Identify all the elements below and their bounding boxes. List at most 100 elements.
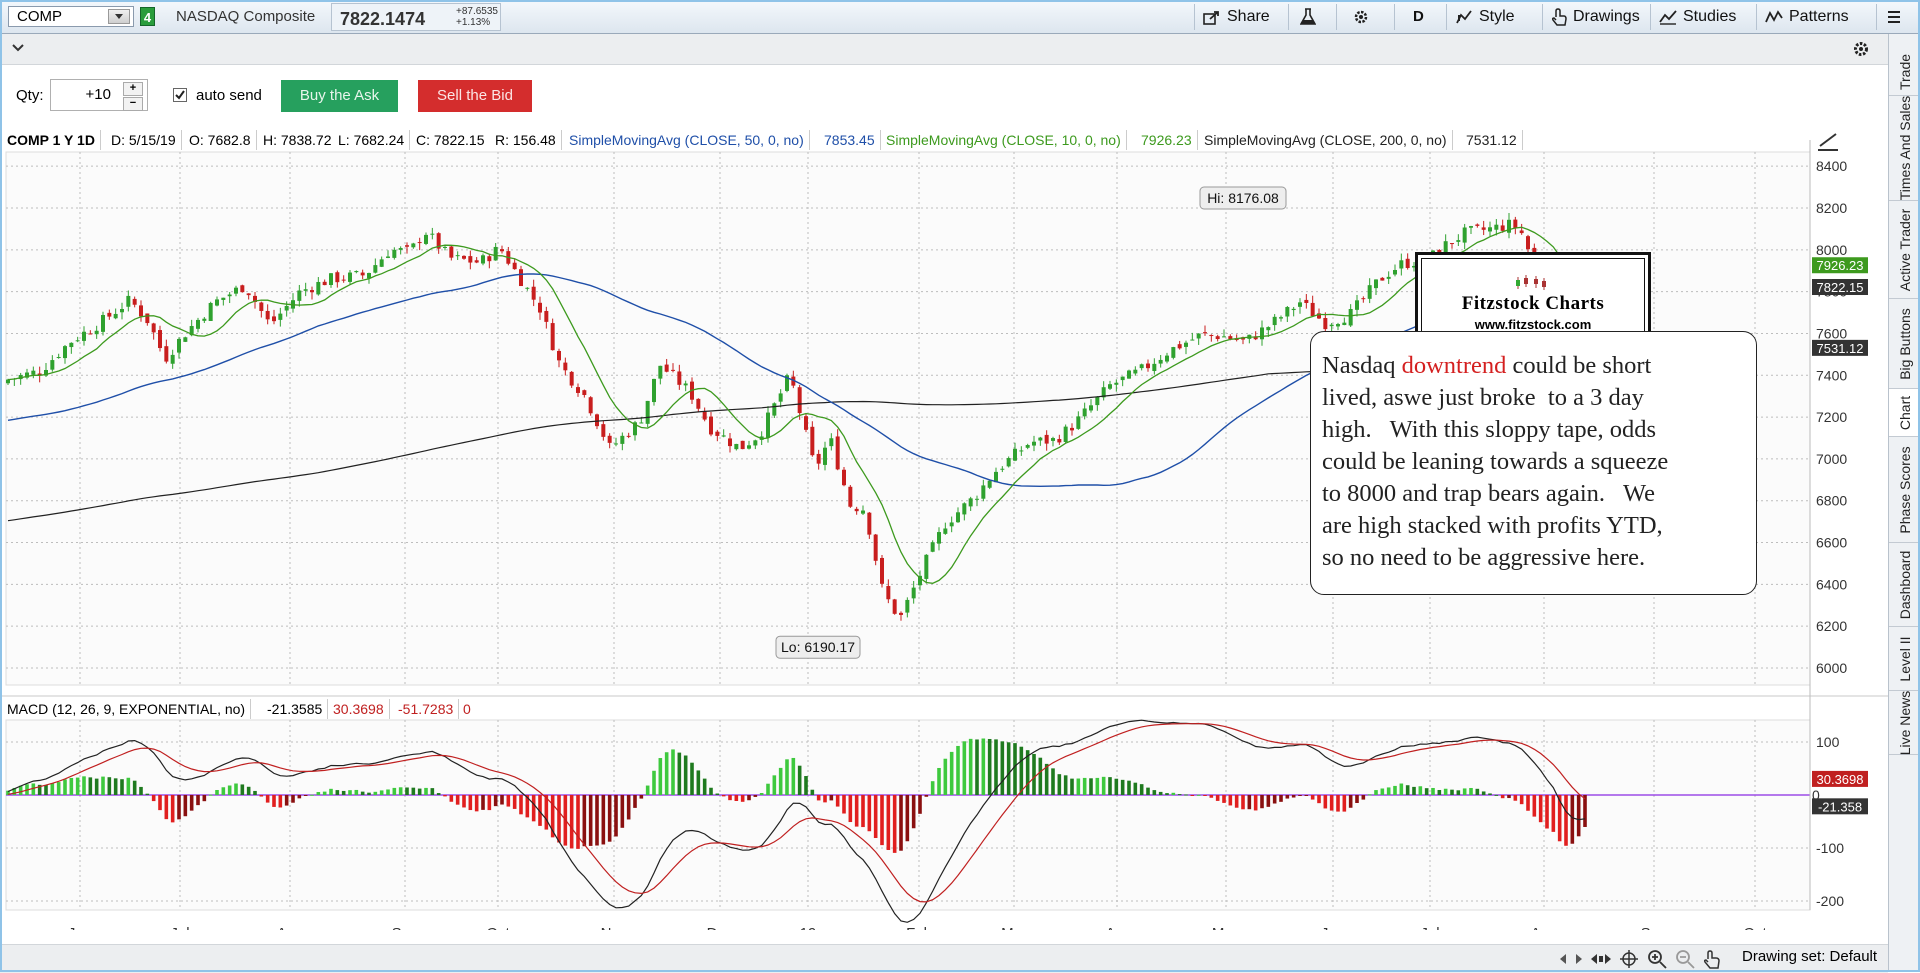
qty-increment-button[interactable]: + xyxy=(123,82,143,96)
macd-histogram-bar xyxy=(1133,782,1138,795)
side-tab-chart[interactable]: Chart xyxy=(1889,389,1920,437)
macd-histogram-bar xyxy=(1158,791,1163,795)
symbol-selector[interactable]: COMP xyxy=(8,6,134,27)
macd-histogram-bar xyxy=(626,795,631,820)
auto-send-checkbox[interactable] xyxy=(173,88,187,102)
macd-histogram-bar xyxy=(1032,753,1036,795)
macd-histogram-bar xyxy=(1393,785,1397,795)
macd-histogram-bar xyxy=(506,795,511,807)
drawing-set-selector[interactable]: Drawing set: Default xyxy=(1742,948,1878,965)
candle-body xyxy=(297,290,302,301)
side-tab-level-ii[interactable]: Level II xyxy=(1889,627,1920,691)
macd-histogram-bar xyxy=(1488,793,1492,795)
side-tab-dashboard[interactable]: Dashboard xyxy=(1889,543,1920,627)
scroll-right-icon[interactable] xyxy=(1574,953,1584,965)
macd-histogram-bar xyxy=(1576,795,1581,837)
macd-histogram-bar xyxy=(411,787,416,795)
crosshair-icon[interactable] xyxy=(1620,950,1638,968)
sma200-label[interactable]: SimpleMovingAvg (CLOSE, 200, 0, no) xyxy=(1199,130,1453,150)
macd-histogram-bar xyxy=(12,787,17,795)
macd-histogram-bar xyxy=(1241,795,1245,810)
macd-histogram-bar xyxy=(221,787,226,795)
macd-histogram-bar xyxy=(861,795,865,828)
candle-body xyxy=(1380,277,1385,281)
candle-body xyxy=(1038,437,1043,441)
macd-histogram-bar xyxy=(1298,795,1302,796)
macd-histogram-bar xyxy=(1089,778,1093,795)
candle-body xyxy=(474,260,479,263)
macd-histogram-bar xyxy=(1310,795,1315,800)
share-button[interactable]: Share xyxy=(1194,4,1284,30)
chevron-down-icon[interactable] xyxy=(12,44,24,52)
pan-arrows-icon[interactable] xyxy=(1590,951,1612,967)
candle-body xyxy=(303,289,308,291)
side-tab-live-news[interactable]: Live News xyxy=(1889,690,1920,755)
macd-histogram-bar xyxy=(1583,795,1587,827)
link-group-badge[interactable]: 4 xyxy=(140,7,155,26)
net-change: +87.6535 xyxy=(456,6,498,17)
sell-the-bid-button[interactable]: Sell the Bid xyxy=(418,80,532,112)
macd-histogram-bar xyxy=(1063,775,1068,795)
macd-histogram-bar xyxy=(449,795,454,802)
macd-histogram-bar xyxy=(525,795,530,818)
drawings-button[interactable]: Drawings xyxy=(1542,4,1650,30)
sma10-label[interactable]: SimpleMovingAvg (CLOSE, 10, 0, no) xyxy=(881,130,1127,150)
patterns-button[interactable]: Patterns xyxy=(1756,4,1864,30)
macd-histogram-bar xyxy=(303,795,308,796)
chart-settings-gear-icon[interactable] xyxy=(1852,40,1870,58)
x-tick-label: Jul xyxy=(170,925,189,930)
candle-body xyxy=(278,313,283,320)
menu-button[interactable] xyxy=(1876,4,1912,30)
settings-button[interactable] xyxy=(1336,4,1390,30)
candle-body xyxy=(234,287,238,294)
x-tick-label: 19 xyxy=(800,925,817,930)
symbol-dropdown-arrow-icon[interactable] xyxy=(108,9,130,24)
candle-body xyxy=(880,557,884,584)
side-tab-big-buttons[interactable]: Big Buttons xyxy=(1889,299,1920,389)
candle-body xyxy=(823,447,827,465)
sma10-value: 7926.23 xyxy=(1136,130,1198,150)
candle-body xyxy=(481,255,485,264)
candle-body xyxy=(1291,308,1296,311)
side-tab-phase-scores[interactable]: Phase Scores xyxy=(1889,437,1920,543)
note-text: to 8000 and trap bears again. We xyxy=(1322,480,1655,507)
side-tab-times-and-sales[interactable]: Times And Sales xyxy=(1889,96,1920,201)
candle-body xyxy=(569,371,574,386)
buy-the-ask-button[interactable]: Buy the Ask xyxy=(281,80,398,112)
patterns-icon xyxy=(1765,9,1783,23)
sma50-label[interactable]: SimpleMovingAvg (CLOSE, 50, 0, no) xyxy=(564,130,810,150)
qty-decrement-button[interactable]: − xyxy=(123,97,143,111)
candle-body xyxy=(367,273,371,279)
lab-button[interactable] xyxy=(1288,4,1332,30)
macd-histogram-bar xyxy=(348,790,352,795)
side-tab-trade[interactable]: Trade xyxy=(1889,48,1920,96)
side-tab-active-trader[interactable]: Active Trader xyxy=(1889,201,1920,299)
studies-button[interactable]: Studies xyxy=(1650,4,1756,30)
candle-body xyxy=(1488,227,1492,232)
candle-body xyxy=(797,387,802,414)
hand-pan-icon[interactable] xyxy=(1703,949,1721,969)
candle-body xyxy=(392,249,397,258)
macd-histogram-bar xyxy=(291,795,295,803)
macd-histogram-bar xyxy=(842,795,846,814)
candle-body xyxy=(1507,219,1511,233)
zoom-out-icon[interactable] xyxy=(1675,949,1695,969)
zoom-in-icon[interactable] xyxy=(1647,949,1667,969)
style-button[interactable]: Style xyxy=(1446,4,1542,30)
note-text: could be short xyxy=(1506,352,1652,379)
timeframe-button[interactable]: D xyxy=(1394,4,1442,30)
macd-histogram-bar xyxy=(918,795,922,814)
candle-body xyxy=(1405,258,1410,268)
candle-body xyxy=(664,364,669,372)
logo-candles-icon xyxy=(1516,275,1546,290)
candle-body xyxy=(1222,336,1226,338)
macd-histogram-bar xyxy=(1456,790,1461,795)
candle-body xyxy=(1526,236,1530,250)
macd-histogram-bar xyxy=(44,785,48,795)
macd-histogram-bar xyxy=(1342,795,1347,812)
macd-label[interactable]: MACD (12, 26, 9, EXPONENTIAL, no) xyxy=(2,699,252,719)
candle-body xyxy=(88,333,93,335)
scroll-left-icon[interactable] xyxy=(1558,953,1568,965)
candle-body xyxy=(1329,324,1334,327)
